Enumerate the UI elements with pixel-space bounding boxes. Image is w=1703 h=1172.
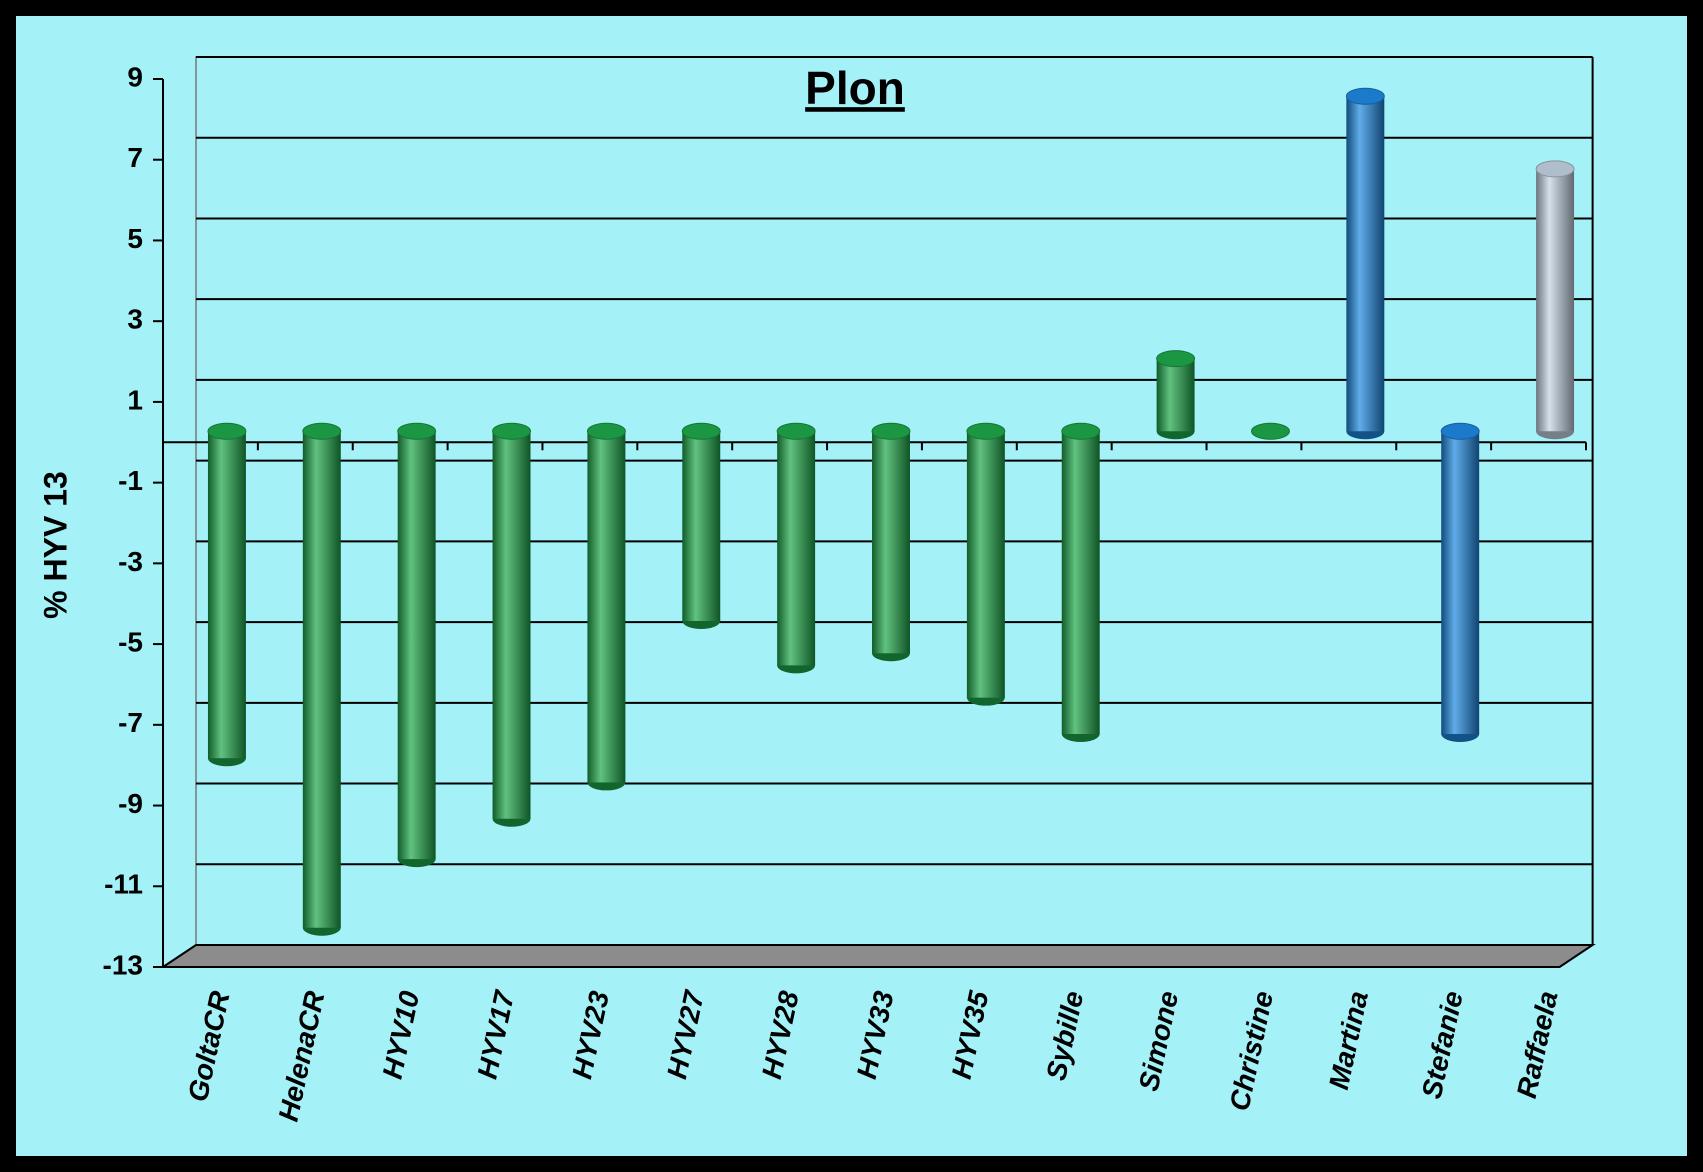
- bar-cap: [1250, 422, 1290, 440]
- bar-cap: [586, 422, 626, 440]
- bar: [1441, 431, 1480, 734]
- bar-cap: [1061, 422, 1101, 440]
- y-tick-label: -7: [118, 707, 143, 738]
- bar-cap: [302, 422, 342, 440]
- bar: [207, 431, 246, 759]
- bar: [1061, 431, 1100, 734]
- bar-cap: [871, 422, 911, 440]
- y-axis-label: % HYV 13: [37, 471, 73, 619]
- bar-cap: [1345, 87, 1385, 105]
- bar: [777, 431, 816, 666]
- bar-cap: [681, 422, 721, 440]
- bar: [872, 431, 910, 654]
- y-tick-label: -1: [118, 465, 143, 496]
- y-tick-label: -3: [118, 546, 143, 577]
- bar-cap: [966, 422, 1006, 440]
- bar-cap: [776, 422, 816, 440]
- bar: [1346, 96, 1385, 432]
- bar-cap: [207, 422, 247, 440]
- floor: [159, 944, 1596, 968]
- bar-cap: [1440, 422, 1480, 440]
- bar-cap: [397, 422, 437, 440]
- y-tick-label: 5: [127, 223, 143, 254]
- bar: [1536, 168, 1575, 432]
- bar-cap: [492, 422, 532, 440]
- y-tick-label: 7: [127, 142, 143, 173]
- y-tick-label: -9: [118, 788, 143, 819]
- chart-title: Plon: [805, 62, 905, 114]
- bar: [397, 431, 436, 860]
- y-tick-label: 1: [127, 384, 143, 415]
- bar: [966, 431, 1005, 698]
- bar-cap: [1156, 350, 1196, 368]
- y-tick-label: -5: [118, 626, 143, 657]
- bar: [302, 431, 341, 928]
- bar: [587, 431, 626, 783]
- bar: [1156, 358, 1195, 432]
- chart-background: [16, 16, 1687, 1156]
- y-tick-label: 3: [127, 304, 143, 335]
- bar: [682, 431, 721, 621]
- bar-cap: [1535, 160, 1575, 178]
- y-tick-label: -11: [104, 869, 143, 900]
- bar: [492, 431, 531, 819]
- y-tick-label: -13: [103, 949, 143, 980]
- y-tick-label: 9: [127, 61, 143, 92]
